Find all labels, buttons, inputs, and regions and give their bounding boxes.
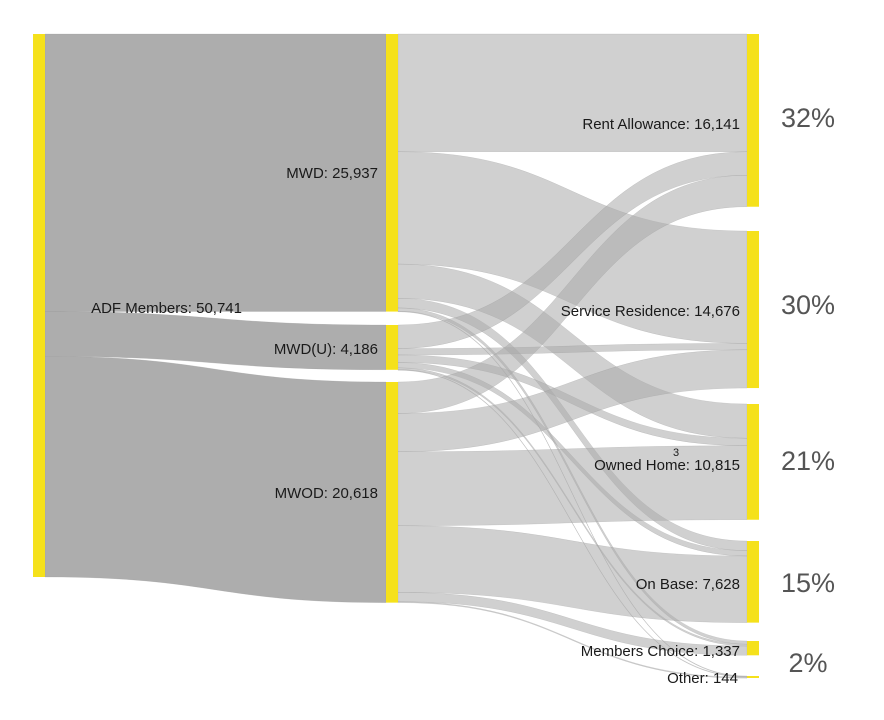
superscript-owned: 3 [673,447,679,459]
percent-onbase: 15% [781,568,835,598]
node-other [747,676,759,678]
percent-owned: 21% [781,446,835,476]
label-service: Service Residence: 14,676 [561,303,740,320]
node-mwod [386,382,398,603]
node-adf [33,34,45,577]
label-owned: Owned Home: 10,815 [594,457,740,474]
node-choice [747,641,759,655]
node-mwd [386,34,398,312]
label-onbase: On Base: 7,628 [636,576,740,593]
label-mwod: MWOD: 20,618 [275,485,378,502]
label-choice: Members Choice: 1,337 [581,643,740,660]
node-mwdu [386,325,398,370]
label-adf: ADF Members: 50,741 [91,300,242,317]
label-mwdu: MWD(U): 4,186 [274,341,378,358]
link-adf-mwod [45,356,386,602]
percent-choice: 2% [788,648,827,678]
node-service [747,231,759,388]
label-mwd: MWD: 25,937 [286,165,378,182]
label-rent: Rent Allowance: 16,141 [582,116,740,133]
percent-rent: 32% [781,103,835,133]
node-owned [747,404,759,520]
percent-service: 30% [781,290,835,320]
node-onbase [747,541,759,623]
node-rent [747,34,759,207]
link-mwd-rent [398,34,747,152]
label-other: Other: 144 [667,670,738,687]
